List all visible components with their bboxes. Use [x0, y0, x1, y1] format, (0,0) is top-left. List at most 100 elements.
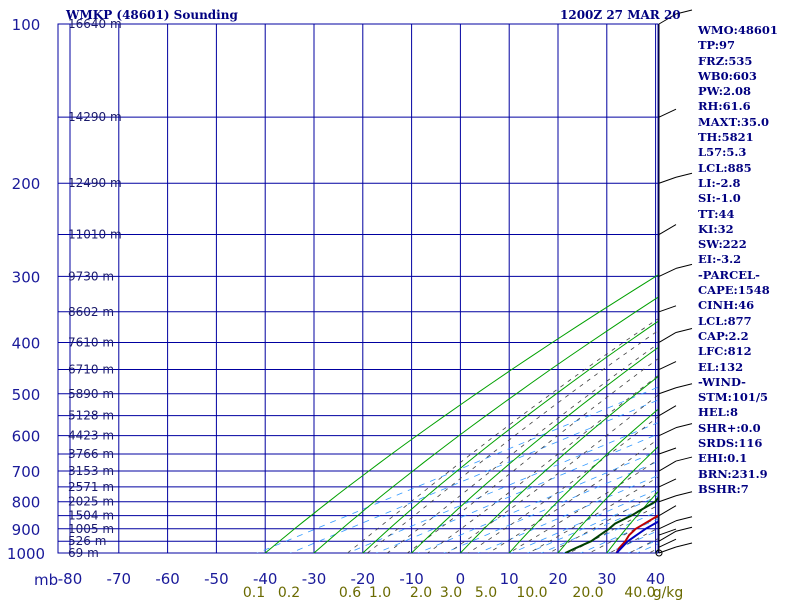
station-title: WMKP (48601) Sounding: [66, 8, 238, 22]
mixing-ratio-line: [417, 450, 658, 553]
mixing-ratio-label: 0.6: [339, 585, 361, 600]
wind-barb: [658, 405, 677, 417]
height-label: 7610 m: [68, 335, 114, 349]
height-label: 2571 m: [68, 480, 114, 494]
moist-adiabat: [608, 527, 658, 553]
height-label: 14290 m: [68, 110, 122, 124]
pressure-tick-label: 600: [12, 428, 41, 446]
index-line: -WIND-: [698, 374, 746, 389]
index-line: PW:2.08: [698, 84, 752, 99]
temperature-tick-label: 10: [500, 570, 519, 588]
index-line: SW:222: [698, 237, 747, 252]
mixing-ratio-label: 1.0: [369, 585, 391, 600]
wind-barb-flag: [675, 9, 693, 15]
wind-barb: [658, 528, 677, 536]
height-label: 9730 m: [68, 269, 114, 283]
pressure-tick-label: 400: [12, 334, 41, 352]
height-label: 16640 m: [68, 17, 122, 31]
wind-barb: [658, 505, 677, 517]
mixing-ratio-label: 40.0: [624, 585, 655, 600]
height-label: 6710 m: [68, 363, 114, 377]
height-label: 69 m: [68, 546, 99, 560]
temperature-line: [615, 514, 658, 553]
wind-barb-flag: [675, 526, 693, 532]
mixing-ratio-unit-label: g/kg: [653, 585, 684, 600]
mixing-ratio-line: [289, 399, 658, 553]
index-line: TP:97: [698, 38, 736, 53]
height-label: 12490 m: [68, 176, 122, 190]
index-line: TH:5821: [698, 130, 754, 145]
index-line: SI:-1.0: [698, 191, 741, 206]
dry-adiabat: [557, 446, 658, 553]
index-line: LFC:812: [698, 344, 752, 359]
mixing-ratio-label: 0.2: [278, 585, 300, 600]
index-line: CINH:46: [698, 298, 755, 313]
height-label: 526 m: [68, 534, 106, 548]
wind-barb: [658, 176, 677, 184]
mixing-ratio-lines: [256, 386, 658, 553]
index-line: HEL:8: [698, 405, 738, 420]
moist-adiabat: [588, 516, 658, 553]
temperature-tick-label: 0: [456, 570, 466, 588]
wind-barb-flag: [675, 172, 693, 178]
dry-adiabat: [362, 320, 658, 553]
wind-barb: [658, 361, 677, 371]
temperature-tick-label: 40: [646, 570, 665, 588]
dry-adiabat: [410, 346, 658, 553]
moist-adiabat: [406, 358, 658, 553]
dry-adiabat: [459, 375, 658, 553]
mixing-ratio-label: 20.0: [572, 585, 603, 600]
index-line: WMO:48601: [698, 23, 778, 37]
pressure-tick-label: 700: [12, 463, 41, 481]
wind-barb: [658, 520, 677, 530]
time-title: 1200Z 27 MAR 20: [560, 8, 681, 22]
dry-adiabat: [508, 408, 658, 553]
index-line: STM:101/5: [698, 390, 769, 405]
temperature-tick-label: -40: [253, 570, 278, 588]
wind-barb: [658, 224, 677, 235]
wind-barb: [658, 495, 677, 503]
height-label: 8602 m: [68, 305, 114, 319]
wind-barb-flag: [675, 383, 693, 389]
pressure-tick-label: 100: [12, 16, 41, 34]
mixing-ratio-label: 2.0: [410, 585, 432, 600]
index-line: -PARCEL-: [698, 267, 760, 282]
temperature-tick-label: -10: [399, 570, 424, 588]
indices-panel: WMO:48601 TP:97 FRZ:535 WB0:603 PW:2.08 RH:61…: [698, 23, 798, 497]
temperature-tick-label: 30: [597, 570, 616, 588]
dry-adiabat: [264, 274, 658, 553]
wind-barb-flag: [675, 456, 693, 462]
moist-adiabat: [346, 318, 658, 553]
mixing-ratio-line: [346, 422, 658, 553]
moist-adiabat: [366, 330, 658, 553]
mixing-ratio-line: [443, 460, 658, 553]
wind-barb: [658, 538, 677, 548]
index-line: CAPE:1548: [698, 283, 770, 298]
isobar-grid: [57, 23, 659, 554]
calm-circle: [655, 549, 663, 557]
index-line: L57:5.3: [698, 145, 747, 160]
index-line: LCL:877: [698, 313, 752, 328]
moist-adiabat: [467, 416, 658, 553]
height-label: 4423 m: [68, 429, 114, 443]
index-line: WB0:603: [698, 68, 757, 83]
pressure-tick-label: 500: [12, 386, 41, 404]
mixing-ratio-label: 10.0: [516, 585, 547, 600]
pressure-unit-label: mb: [34, 571, 58, 589]
temperature-tick-label: -60: [155, 570, 180, 588]
index-line: MAXT:35.0: [698, 114, 769, 129]
index-line: FRZ:535: [698, 53, 753, 68]
height-label: 1504 m: [68, 509, 114, 523]
wind-barb-flag: [675, 542, 693, 548]
dewpoint-line: [564, 496, 658, 553]
pressure-tick-label: 1000: [7, 545, 45, 563]
moist-adiabat: [426, 375, 658, 553]
pressure-tick-label: 800: [12, 494, 41, 512]
wind-barb-flag: [675, 423, 693, 429]
mixing-ratio-label: 5.0: [475, 585, 497, 600]
index-line: EI:-3.2: [698, 252, 742, 267]
index-line: EL:132: [698, 359, 744, 374]
wind-barb-flag: [675, 328, 693, 333]
